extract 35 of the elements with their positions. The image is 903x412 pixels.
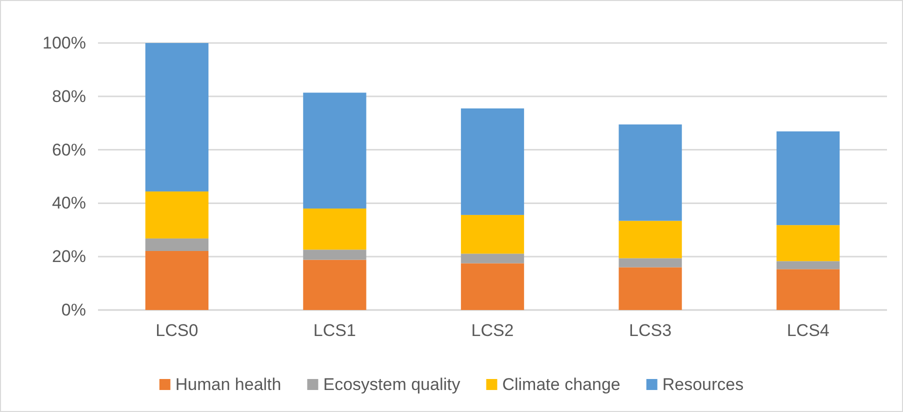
legend-label: Ecosystem quality [323, 375, 461, 394]
y-tick-label: 40% [52, 194, 86, 213]
bar [618, 267, 682, 310]
bar [145, 250, 208, 310]
x-tick-label: LCS0 [156, 321, 198, 340]
bar [618, 220, 682, 258]
y-tick-label: 100% [42, 33, 86, 52]
bar [303, 260, 366, 310]
x-tick-label: LCS3 [629, 321, 672, 340]
y-tick-label: 60% [52, 140, 86, 160]
y-tick-label: 80% [52, 86, 86, 106]
y-tick-label: 0% [61, 300, 86, 320]
x-tick-label: LCS1 [313, 321, 356, 340]
bar [776, 269, 840, 310]
x-tick-label: LCS2 [471, 321, 514, 340]
legend-label: Resources [662, 375, 744, 394]
bar [460, 254, 524, 264]
bar [303, 250, 366, 260]
bar [776, 225, 840, 262]
legend-label: Human health [175, 375, 282, 394]
bar [145, 238, 208, 251]
bar [303, 92, 366, 209]
x-tick-label: LCS4 [786, 321, 830, 340]
bar [460, 214, 524, 254]
bar [776, 131, 840, 226]
y-tick-label: 20% [52, 247, 86, 266]
bar [145, 43, 208, 192]
bar [776, 261, 840, 270]
bar [460, 263, 524, 310]
legend-label: Climate change [502, 375, 620, 394]
bar [618, 258, 682, 268]
bar [145, 191, 208, 238]
bar [303, 208, 366, 250]
bar [460, 108, 524, 215]
bar [618, 124, 682, 221]
